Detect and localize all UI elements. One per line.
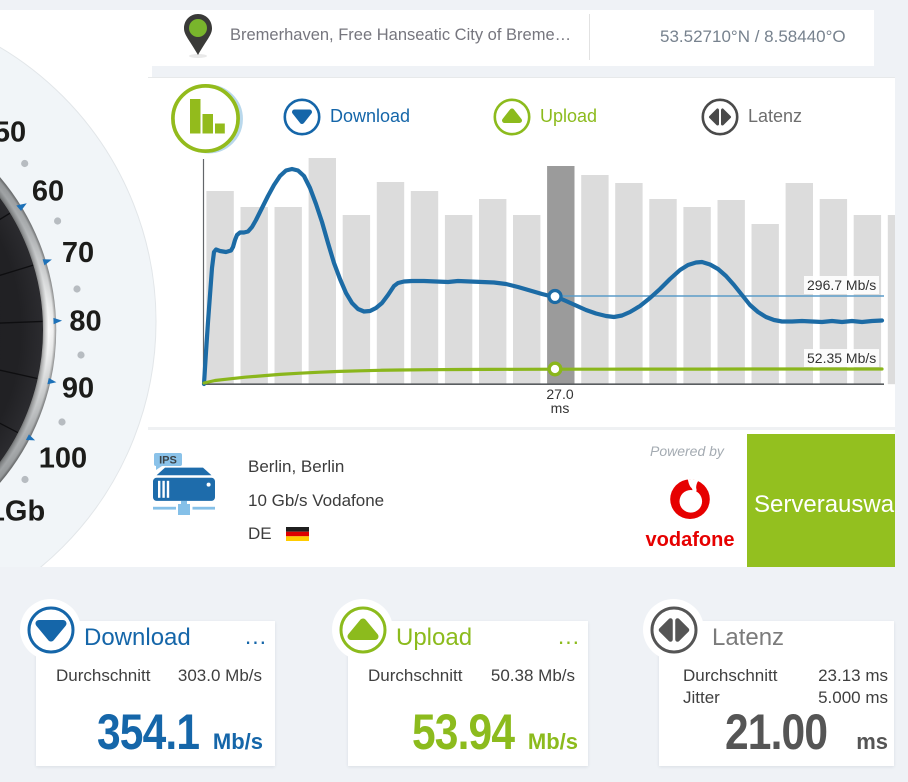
svg-text:50: 50 bbox=[0, 117, 26, 149]
svg-text:IPS: IPS bbox=[159, 455, 177, 467]
svg-text:60: 60 bbox=[32, 176, 64, 208]
svg-text:1Gb: 1Gb bbox=[0, 496, 45, 528]
svg-text:100: 100 bbox=[39, 443, 87, 475]
svg-text:80: 80 bbox=[69, 306, 101, 338]
svg-text:90: 90 bbox=[62, 373, 94, 405]
svg-text:70: 70 bbox=[62, 237, 94, 269]
